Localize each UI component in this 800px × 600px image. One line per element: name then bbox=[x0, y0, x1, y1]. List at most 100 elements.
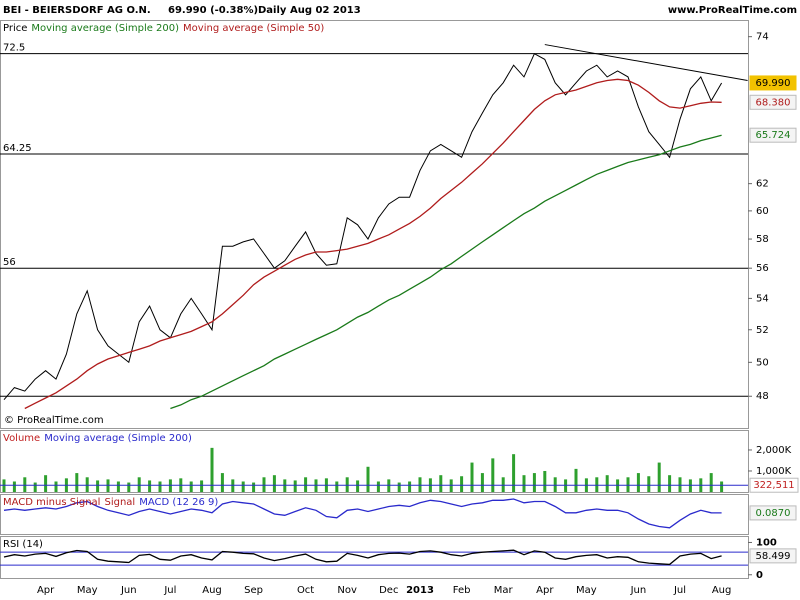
x-tick-label: Mar bbox=[494, 585, 514, 596]
volume-bar bbox=[636, 473, 640, 492]
legend-entry: Moving average (Simple 200) bbox=[31, 23, 179, 34]
date: Aug 02 2013 bbox=[290, 5, 361, 16]
volume-bar bbox=[626, 477, 630, 492]
x-tick-label: Aug bbox=[202, 585, 222, 596]
volume-bar bbox=[127, 482, 131, 492]
volume-bar bbox=[12, 481, 16, 492]
series-line bbox=[3, 549, 722, 566]
volume-bar bbox=[668, 475, 672, 492]
volume-bar bbox=[252, 482, 256, 492]
legend-entry: Moving average (Simple 50) bbox=[183, 23, 324, 34]
volume-bar bbox=[241, 481, 245, 492]
value-box bbox=[749, 127, 797, 143]
volume-bar bbox=[657, 462, 661, 492]
x-tick-label: Apr bbox=[37, 585, 55, 596]
y-tick-label: 54 bbox=[756, 293, 769, 304]
legend: Volume Moving average (Simple 200) bbox=[3, 433, 192, 444]
volume-bar bbox=[54, 481, 58, 492]
value-box bbox=[749, 477, 799, 493]
volume-bar bbox=[408, 481, 412, 492]
volume-bar bbox=[85, 477, 89, 492]
volume-bar bbox=[595, 477, 599, 492]
legend: RSI (14) bbox=[3, 539, 43, 550]
volume-bar bbox=[23, 477, 27, 492]
x-tick-label: Jun bbox=[630, 585, 647, 596]
y-tick-label: 58 bbox=[756, 234, 769, 245]
panel bbox=[0, 20, 749, 429]
y-tick-label: 56 bbox=[756, 263, 769, 274]
level-label: 64.25 bbox=[3, 143, 32, 154]
level-label: 72.5 bbox=[3, 43, 25, 54]
volume-bar bbox=[304, 477, 308, 492]
volume-bar bbox=[480, 473, 484, 492]
panel bbox=[0, 536, 749, 579]
value-box bbox=[749, 548, 797, 564]
y-tick-label: 50 bbox=[756, 357, 769, 368]
value-box-label: 0.0870 bbox=[756, 508, 791, 519]
volume-bar bbox=[345, 477, 349, 492]
x-tick-label: Jul bbox=[673, 585, 686, 596]
volume-bar bbox=[418, 477, 422, 492]
volume-bar bbox=[522, 475, 526, 492]
legend-entry: Volume bbox=[3, 433, 40, 444]
y-tick-label: 0 bbox=[756, 570, 763, 581]
volume-bar bbox=[470, 462, 474, 492]
volume-bar bbox=[116, 481, 120, 492]
volume-bar bbox=[553, 477, 557, 492]
series-line bbox=[3, 53, 723, 401]
trendline bbox=[544, 44, 748, 81]
volume-bar bbox=[158, 481, 162, 492]
volume-bar bbox=[189, 481, 193, 492]
volume-bar bbox=[148, 480, 152, 492]
volume-bar bbox=[501, 477, 505, 492]
volume-bar bbox=[678, 477, 682, 492]
value-box bbox=[749, 94, 797, 110]
volume-bar bbox=[335, 481, 339, 492]
volume-bar bbox=[709, 473, 713, 492]
legend: MACD minus Signal Signal MACD (12 26 9) bbox=[3, 497, 218, 508]
value-box-label: 68.380 bbox=[756, 97, 791, 108]
volume-bar bbox=[605, 475, 609, 492]
y-tick-label: 2,000K bbox=[756, 445, 792, 456]
instrument-title: BEI - BEIERSDORF AG O.N. bbox=[3, 5, 151, 16]
volume-bar bbox=[44, 475, 48, 492]
value-box-label: 322,511 bbox=[753, 480, 794, 491]
volume-bar bbox=[220, 473, 224, 492]
legend-entry: MACD minus Signal bbox=[3, 497, 100, 508]
x-tick-label: Dec bbox=[379, 585, 398, 596]
x-tick-label: Feb bbox=[453, 585, 471, 596]
x-tick-label: Apr bbox=[536, 585, 554, 596]
volume-bar bbox=[200, 480, 204, 492]
volume-bar bbox=[272, 475, 276, 492]
x-tick-label: Nov bbox=[337, 585, 357, 596]
volume-bar bbox=[376, 481, 380, 492]
legend-entry: Signal bbox=[104, 497, 135, 508]
volume-bar bbox=[96, 480, 100, 492]
series-line bbox=[3, 498, 722, 529]
volume-bar bbox=[137, 477, 141, 492]
volume-bar bbox=[512, 454, 516, 492]
volume-bar bbox=[439, 475, 443, 492]
volume-bar bbox=[356, 480, 360, 492]
volume-bar bbox=[532, 473, 536, 492]
volume-bar bbox=[33, 482, 37, 492]
y-tick-label: 100 bbox=[756, 537, 777, 548]
volume-bar bbox=[293, 480, 297, 492]
legend-entry: Price bbox=[3, 23, 27, 34]
value-box-label: 69.990 bbox=[756, 78, 791, 89]
volume-bar bbox=[366, 466, 370, 492]
y-tick-label: 52 bbox=[756, 325, 769, 336]
period: Daily bbox=[258, 5, 287, 16]
legend-entry: Moving average (Simple 200) bbox=[44, 433, 192, 444]
y-tick-label: 48 bbox=[756, 391, 769, 402]
y-tick-label: 1,000K bbox=[756, 466, 792, 477]
volume-bar bbox=[491, 458, 495, 492]
value-box-label: 58.499 bbox=[756, 551, 791, 562]
volume-bar bbox=[574, 468, 578, 492]
y-tick-label: 60 bbox=[756, 206, 769, 217]
legend: Price Moving average (Simple 200) Moving a… bbox=[3, 23, 324, 34]
copyright: © ProRealTime.com bbox=[4, 415, 104, 426]
